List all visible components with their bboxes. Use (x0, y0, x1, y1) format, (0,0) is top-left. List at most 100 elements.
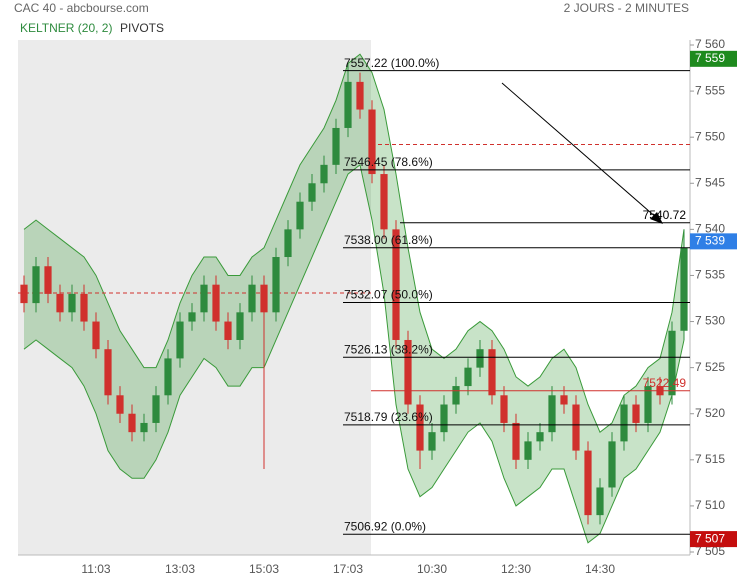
candle-body (284, 229, 292, 258)
y-tick-label: 7 535 (695, 268, 725, 282)
x-tick-label: 14:30 (585, 562, 615, 576)
candle-body (344, 81, 352, 128)
candle-body (152, 395, 160, 423)
fib-label: 7532.07 (50.0%) (344, 288, 433, 302)
candle-body (32, 266, 40, 304)
candle-body (56, 293, 64, 313)
candle-body (464, 367, 472, 387)
level-label: 7540.72 (643, 208, 687, 222)
candle-body (212, 284, 220, 322)
x-tick-label: 10:30 (417, 562, 447, 576)
arrow-line (501, 82, 659, 220)
arrow-head (650, 212, 663, 224)
candle-body (572, 404, 580, 451)
candle-body (224, 321, 232, 340)
candle-body (188, 312, 196, 322)
x-tick-label: 12:30 (501, 562, 531, 576)
x-tick-label: 11:03 (81, 562, 110, 576)
y-tick-label: 7 540 (695, 222, 725, 236)
candle-body (164, 358, 172, 396)
keltner-upper (23, 53, 685, 433)
candle-body (308, 183, 316, 202)
keltner-band (24, 54, 684, 543)
candle-body (104, 349, 112, 396)
fib-label: 7506.92 (0.0%) (344, 519, 426, 533)
candle-body (140, 422, 148, 433)
candle-body (416, 404, 424, 451)
y-tick-label: 7 520 (695, 406, 725, 420)
candle-body (536, 432, 544, 442)
candle-body (488, 349, 496, 396)
candle-body (500, 395, 508, 423)
candle-body (356, 81, 364, 110)
candle-body (644, 386, 652, 423)
candle-body (260, 284, 268, 313)
level-label: 7522.49 (643, 376, 687, 390)
fib-label: 7557.22 (100.0%) (344, 56, 439, 70)
candle-body (440, 404, 448, 433)
candle-body (296, 201, 304, 230)
y-tick-label: 7 510 (695, 498, 725, 512)
y-tick-label: 7 560 (695, 37, 725, 51)
candle-body (200, 284, 208, 313)
candle-body (380, 174, 388, 230)
candle-body (512, 422, 520, 460)
candle-body (632, 404, 640, 423)
price-tag (690, 50, 737, 67)
candle-body (524, 441, 532, 460)
price-tag-label: 7 559 (695, 51, 725, 65)
candle-body (20, 284, 28, 304)
indicator-label[interactable]: KELTNER (20, 2) (20, 21, 112, 35)
source-title: CAC 40 - abcbourse.com (14, 1, 149, 15)
fib-label: 7546.45 (78.6%) (344, 155, 433, 169)
candle-body (584, 450, 592, 516)
candle-body (548, 395, 556, 433)
candle-body (272, 257, 280, 313)
y-tick-label: 7 550 (695, 129, 725, 143)
x-tick-label: 13:03 (165, 562, 195, 576)
y-tick-label: 7 545 (695, 175, 725, 189)
candle-body (680, 247, 688, 331)
price-tag-label: 7 507 (695, 531, 725, 545)
previous-session-shade (18, 40, 371, 555)
candle-body (668, 330, 676, 396)
y-tick-label: 7 555 (695, 83, 725, 97)
candle-body (44, 266, 52, 294)
fib-label: 7526.13 (38.2%) (344, 342, 433, 356)
y-tick-label: 7 505 (695, 544, 725, 558)
candle-body (428, 432, 436, 451)
fib-label: 7518.79 (23.6%) (344, 410, 433, 424)
pivots-label[interactable]: PIVOTS (120, 21, 164, 35)
plot: 7 505 7 510 7 515 7 520 7 525 7 530 7 535 7 540… (18, 37, 737, 576)
candle-body (68, 293, 76, 313)
candle-body (608, 441, 616, 488)
price-tag (690, 233, 737, 250)
candle-body (620, 404, 628, 442)
candle-body (368, 109, 376, 175)
x-tick-label: 15:03 (249, 562, 279, 576)
x-tick-label: 17:03 (333, 562, 363, 576)
candle-body (452, 386, 460, 405)
candle-body (392, 229, 400, 340)
candle-body (128, 413, 136, 433)
candle-body (236, 312, 244, 340)
candle-body (80, 293, 88, 322)
candle-body (92, 321, 100, 350)
candle-body (476, 349, 484, 368)
candle-body (248, 284, 256, 313)
candle-body (116, 395, 124, 414)
fib-label: 7538.00 (61.8%) (344, 233, 433, 247)
price-tag (690, 531, 737, 548)
candle-body (332, 127, 340, 165)
candle-body (596, 487, 604, 516)
y-tick-label: 7 525 (695, 360, 725, 374)
candle-body (176, 321, 184, 359)
candle-body (320, 164, 328, 184)
candle-body (404, 339, 412, 405)
y-tick-label: 7 515 (695, 452, 725, 466)
candle-body (560, 395, 568, 405)
period-label: 2 JOURS - 2 MINUTES (564, 1, 689, 15)
price-tag-label: 7 539 (695, 234, 725, 248)
